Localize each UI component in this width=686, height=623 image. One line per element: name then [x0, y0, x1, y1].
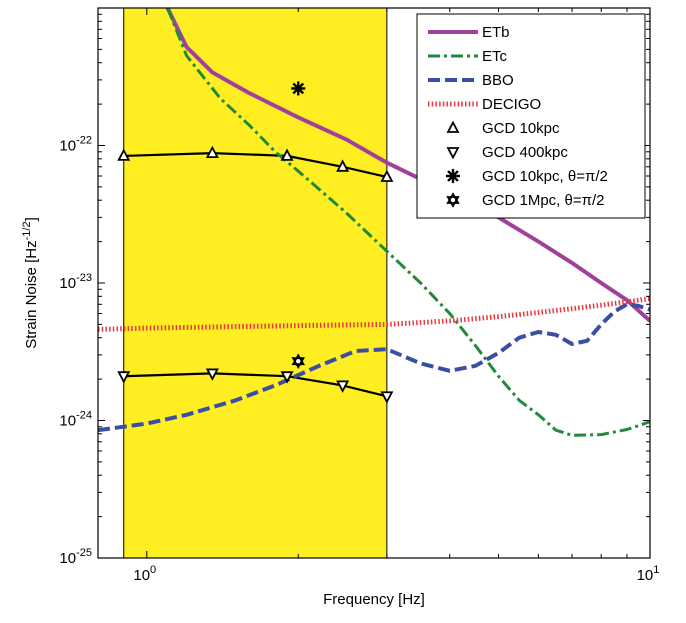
y-tick-label--23: 10-23: [59, 272, 92, 292]
legend-marker-gcd-1mpc-2: [446, 192, 460, 208]
marker-gcd-10kpc-1: [205, 145, 219, 159]
x-tick-base: 10: [637, 567, 654, 584]
legend-entry-decigo: DECIGO: [428, 96, 541, 113]
x-axis-label: Frequency [Hz]: [323, 591, 425, 608]
legend-label-gcd-10kpc-2: GCD 10kpc, θ=π/2: [482, 168, 608, 185]
y-tick-label--24: 10-24: [59, 410, 92, 430]
legend-label-gcd-400kpc: GCD 400kpc: [482, 144, 568, 161]
marker-gcd-10kpc-4: [380, 169, 394, 182]
marker-gcd-10kpc-2-0: [291, 81, 306, 96]
marker-gcd-10kpc-3: [336, 159, 350, 172]
legend-label-decigo: DECIGO: [482, 96, 541, 113]
marker-gcd-400kpc-1-shape: [205, 368, 219, 381]
shaded-band-layer: [123, 8, 388, 558]
series-line-bbo: [98, 302, 650, 433]
legend-marker-gcd-400kpc: [446, 147, 460, 160]
x-tick-base: 10: [133, 567, 150, 584]
series-line-etc: [166, 8, 650, 437]
y-axis-label-exponent: -1/2: [21, 221, 33, 240]
marker-gcd-400kpc-2: [280, 371, 294, 384]
y-tick-base: 10: [59, 275, 76, 292]
legend-marker-gcd-10kpc: [446, 120, 460, 133]
legend-entry-gcd-1mpc-2: GCD 1Mpc, θ=π/2: [446, 192, 604, 209]
y-tick-exponent: -25: [76, 547, 92, 559]
legend-label-etb: ETb: [482, 24, 510, 41]
legend-entry-etb: ETb: [428, 24, 510, 41]
marker-gcd-10kpc-2: [280, 148, 294, 161]
marker-gcd-400kpc-4-shape: [380, 391, 394, 404]
legend-label-bbo: BBO: [482, 72, 514, 89]
legend-entry-etc: ETc: [428, 48, 508, 65]
legend-marker-gcd-10kpc-shape: [446, 120, 460, 133]
marker-gcd-400kpc-0-shape: [117, 371, 131, 384]
marker-gcd-400kpc-2-shape: [280, 371, 294, 384]
y-tick-base: 10: [59, 138, 76, 155]
legend: ETb ETc BBO DECIGO GCD 10kpc GCD 400kpc GCD 10…: [416, 13, 646, 219]
legend-marker-gcd-400kpc-shape: [446, 147, 460, 160]
y-tick-exponent: -22: [76, 135, 92, 147]
marker-gcd-400kpc-1: [205, 368, 219, 381]
legend-label-gcd-10kpc: GCD 10kpc: [482, 120, 560, 137]
legend-box: [416, 13, 646, 219]
marker-gcd-10kpc-3-shape: [336, 159, 350, 172]
x-tick-exponent: 0: [150, 564, 156, 576]
legend-label-gcd-1mpc-2: GCD 1Mpc, θ=π/2: [482, 192, 604, 209]
x-tick-label-1: 101: [637, 564, 660, 584]
legend-entry-bbo: BBO: [428, 72, 514, 89]
y-tick-label--22: 10-22: [59, 135, 92, 155]
legend-label-etc: ETc: [482, 48, 508, 65]
marker-gcd-10kpc-0: [117, 148, 131, 161]
marker-gcd-10kpc-4-shape: [380, 169, 394, 182]
marker-gcd-1mpc-2-0: [291, 353, 306, 369]
marker-gcd-400kpc-4: [380, 391, 394, 404]
marker-gcd-10kpc-2-shape: [280, 148, 294, 161]
x-tick-exponent: 1: [653, 564, 659, 576]
legend-entry-gcd-10kpc-2: GCD 10kpc, θ=π/2: [446, 168, 608, 185]
series-line-decigo: [98, 296, 650, 332]
legend-entry-gcd-10kpc: GCD 10kpc: [446, 120, 560, 137]
plot-area: [98, 8, 650, 558]
marker-gcd-1mpc-2-0-tri-down: [291, 357, 306, 369]
legend-marker-gcd-1mpc-2-tri-down: [446, 196, 460, 208]
y-axis-label-close: ]: [23, 217, 40, 221]
marker-gcd-400kpc-3-shape: [336, 380, 350, 393]
marker-layer: [117, 81, 394, 404]
marker-gcd-400kpc-3: [336, 380, 350, 393]
y-tick-label--25: 10-25: [59, 547, 92, 567]
marker-gcd-400kpc-0: [117, 371, 131, 384]
x-tick-label-0: 100: [133, 564, 156, 584]
y-tick-exponent: -23: [76, 272, 92, 284]
legend-marker-gcd-10kpc-2: [446, 169, 460, 183]
marker-gcd-10kpc-0-shape: [117, 148, 131, 161]
y-axis-label: Strain Noise [Hz-1/2]: [21, 217, 40, 349]
y-tick-base: 10: [59, 550, 76, 567]
marker-gcd-10kpc-1-shape: [205, 145, 219, 159]
legend-entry-gcd-400kpc: GCD 400kpc: [446, 144, 568, 161]
y-tick-base: 10: [59, 413, 76, 430]
shaded-band: [123, 8, 388, 558]
y-tick-exponent: -24: [76, 410, 92, 422]
legend-marker-gcd-10kpc-2-stroke: [447, 170, 459, 182]
marker-gcd-10kpc-2-0-stroke: [292, 82, 305, 95]
y-axis-label-main: Strain Noise [Hz: [23, 240, 40, 348]
